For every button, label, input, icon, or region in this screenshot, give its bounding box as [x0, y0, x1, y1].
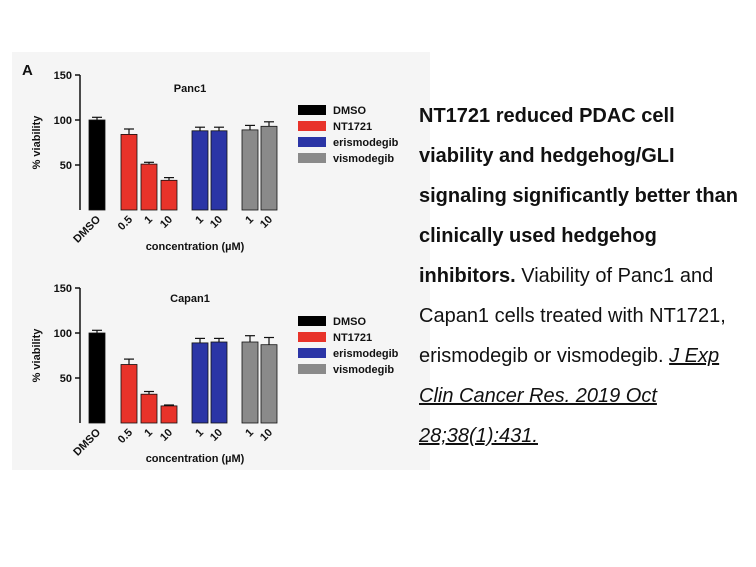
legend-label: vismodegib: [333, 153, 394, 165]
figure-letter: A: [22, 62, 33, 79]
caption-body-text: Viability of Panc1 and Capan1 cells trea…: [419, 265, 726, 367]
chart-title: Capan1: [170, 293, 210, 305]
x-tick-label: 0.5: [116, 427, 135, 446]
bar: [260, 344, 278, 424]
bar: [88, 332, 106, 424]
y-tick-label: 150: [54, 70, 72, 82]
x-tick-label: 0.5: [116, 214, 135, 233]
legend-label: NT1721: [333, 121, 372, 133]
legend-label: DMSO: [333, 105, 366, 117]
legend-label: erismodegib: [333, 348, 399, 360]
y-axis-label: % viability: [31, 115, 43, 170]
y-axis-label: % viability: [31, 328, 43, 383]
x-tick-label: 10: [158, 214, 175, 231]
legend-swatch: [298, 137, 326, 147]
legend-swatch: [298, 364, 326, 374]
y-tick-label: 100: [54, 115, 72, 127]
x-tick-label: 10: [158, 427, 175, 444]
bar: [160, 405, 178, 424]
bar: [120, 364, 138, 424]
legend-swatch: [298, 105, 326, 115]
legend-label: DMSO: [333, 316, 366, 328]
y-tick-label: 150: [54, 283, 72, 295]
bar: [191, 130, 209, 211]
x-tick-label: 1: [142, 214, 155, 227]
x-tick-label: 10: [208, 427, 225, 444]
x-tick-label: DMSO: [71, 426, 103, 458]
legend-swatch: [298, 121, 326, 131]
bar: [210, 130, 228, 211]
x-tick-label: 1: [142, 427, 155, 440]
x-tick-label: DMSO: [71, 213, 103, 245]
caption-bold-text: NT1721 reduced PDAC cell viability and h…: [419, 105, 738, 287]
legend-label: NT1721: [333, 332, 372, 344]
x-tick-label: 1: [243, 214, 256, 227]
bar: [241, 129, 259, 211]
figure-caption: NT1721 reduced PDAC cell viability and h…: [419, 96, 753, 456]
legend-label: vismodegib: [333, 364, 394, 376]
x-tick-label: 1: [193, 427, 206, 440]
bar: [140, 163, 158, 211]
x-tick-label: 10: [208, 214, 225, 231]
legend-label: erismodegib: [333, 137, 399, 149]
bar: [260, 125, 278, 211]
citation-link[interactable]: J Exp Clin Cancer Res. 2019 Oct 28;38(1)…: [419, 345, 720, 447]
bar: [120, 133, 138, 211]
y-tick-label: 50: [60, 373, 72, 385]
legend-swatch: [298, 332, 326, 342]
x-tick-label: 1: [193, 214, 206, 227]
bar: [241, 341, 259, 424]
x-tick-label: 10: [258, 427, 275, 444]
x-tick-label: 10: [258, 214, 275, 231]
x-tick-label: 1: [243, 427, 256, 440]
x-axis-label: concentration (µM): [146, 241, 245, 253]
bar: [140, 393, 158, 424]
legend-swatch: [298, 316, 326, 326]
bar: [88, 119, 106, 211]
bar: [160, 179, 178, 211]
legend-swatch: [298, 348, 326, 358]
bar: [191, 342, 209, 424]
y-tick-label: 100: [54, 328, 72, 340]
y-tick-label: 50: [60, 160, 72, 172]
legend-swatch: [298, 153, 326, 163]
x-axis-label: concentration (µM): [146, 453, 245, 465]
chart-title: Panc1: [174, 83, 206, 95]
bar: [210, 341, 228, 424]
